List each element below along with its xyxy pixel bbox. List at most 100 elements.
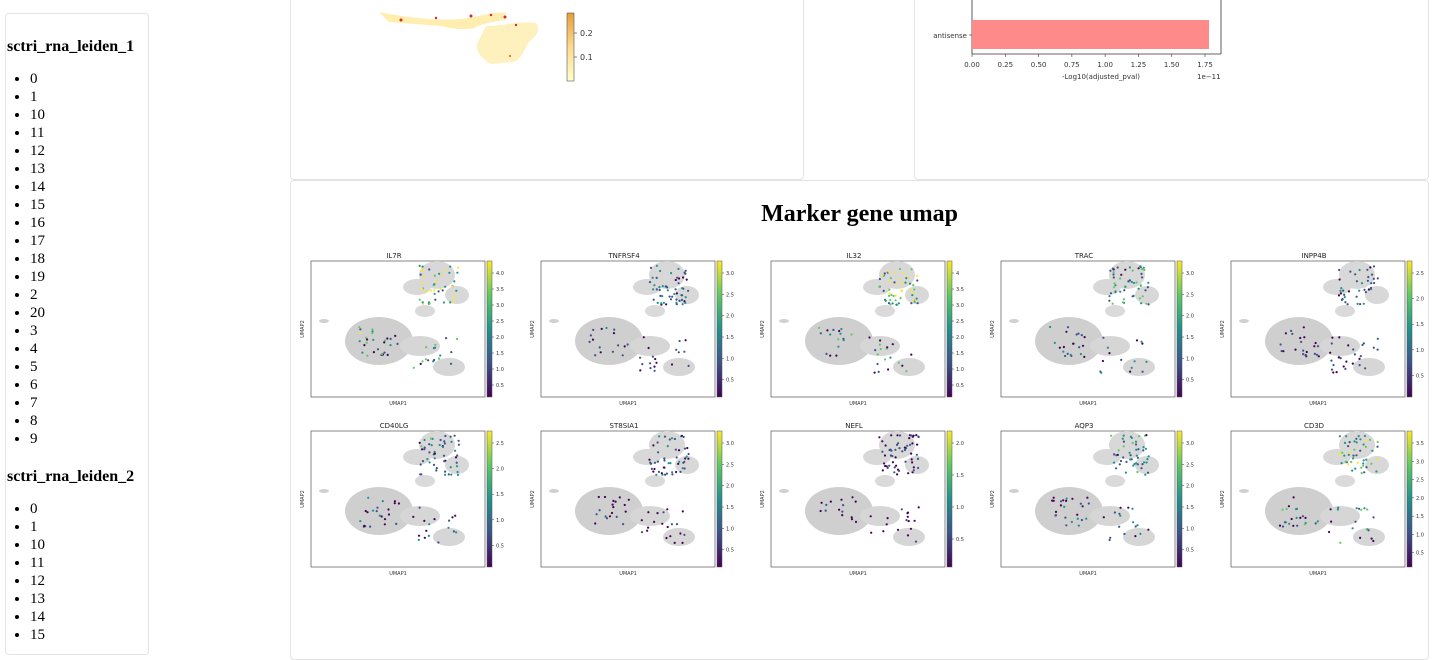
umap-scatter [1239,431,1389,546]
colorbar-tick: 1.0 [956,505,964,511]
colorbar-tick: 0.5 [1416,551,1424,557]
colorbar-tick: 1.5 [496,351,504,357]
colorbar-tick: 3.5 [1416,441,1424,447]
colorbar-tick: 3.5 [956,287,964,293]
colorbar-tick: 0.5 [726,378,734,384]
umap-scatter [549,261,699,376]
umap-panel-il7r: IL7R UMAP2 UMAP1 4.0 3.5 3.0 2.5 2.0 1.5 1.0 0.5 [299,249,517,411]
panel-title: TNFRSF4 [607,252,640,260]
cluster-item: 12 [30,572,148,590]
sidebar-cluster-list: 01101112131415161718192203456789 [6,70,148,448]
colorbar-tick: 0.5 [726,548,734,554]
panel-colorbar [946,260,953,398]
panel-colorbar [1406,260,1413,398]
cluster-item: 0 [30,70,148,88]
bar-category-label: antisense [933,32,967,40]
colorbar-tick: 2.0 [956,441,964,447]
umap-scatter [319,261,469,376]
enrichment-bar-chart: antisense 0.00 0.25 0.50 0.75 1.00 1.25 1.50 1.… [933,0,1222,81]
colorbar-tick: 0.5 [956,383,964,389]
umap-panel-trac: TRAC UMAP2 UMAP1 3.0 2.5 2.0 1.5 1.0 0.5 [989,249,1207,411]
cluster-item: 15 [30,626,148,644]
enrichment-bar [972,20,1209,49]
panel-title: AQP3 [1075,422,1094,430]
umap-scatter [779,261,929,376]
panel-ylabel: UMAP2 [300,320,306,338]
colorbar-tick: 2.5 [496,319,504,325]
colorbar-tick: 2.0 [1416,496,1424,502]
cluster-item: 1 [30,518,148,536]
panel-ylabel: UMAP2 [990,490,996,508]
cluster-item: 13 [30,590,148,608]
colorbar-tick: 2.0 [726,484,734,490]
panel-xlabel: UMAP1 [849,401,867,407]
panel-colorbar [1176,430,1183,568]
colorbar-tick: 1.0 [496,518,504,524]
panel-ylabel: UMAP2 [530,490,536,508]
bar-xtick: 0.00 [964,61,980,69]
sidebar-group-title: sctri_rna_leiden_1 [7,38,135,55]
bar-xtick: 1.25 [1131,61,1147,69]
panel-xlabel: UMAP1 [1079,401,1097,407]
cluster-item: 14 [30,608,148,626]
colorbar-tick: 3.0 [1416,459,1424,465]
section-title: Marker gene umap [761,201,958,227]
panel-xlabel: UMAP1 [1309,401,1327,407]
umap-panel-nefl: NEFL UMAP2 UMAP1 2.0 1.5 1.0 0.5 [759,419,977,581]
colorbar-tick: 1.5 [1416,322,1424,328]
colorbar-tick: 2.0 [1186,484,1194,490]
panel-ylabel: UMAP2 [300,490,306,508]
panel-ylabel: UMAP2 [1220,490,1226,508]
colorbar-tick: 0.2 [580,29,593,38]
cluster-item: 10 [30,106,148,124]
colorbar-tick: 1.0 [726,356,734,362]
colorbar-tick: 1.5 [726,335,734,341]
cluster-item: 18 [30,250,148,268]
heatmap-colorbar [566,12,575,82]
colorbar-tick: 1.5 [1186,505,1194,511]
colorbar-tick: 1.0 [496,367,504,373]
colorbar-tick: 1.5 [956,351,964,357]
colorbar-tick: 2.0 [1186,314,1194,320]
umap-scatter [1009,261,1159,376]
bar-xtick: 0.25 [997,61,1013,69]
sidebar: sctri_rna_leiden_1 011011121314151617181… [5,13,149,655]
cluster-item: 4 [30,340,148,358]
colorbar-tick: 2.5 [726,292,734,298]
cluster-item: 14 [30,178,148,196]
panel-title: IL7R [386,252,401,260]
panel-xlabel: UMAP1 [1309,571,1327,577]
cluster-item: 20 [30,304,148,322]
umap-panel-aqp3: AQP3 UMAP2 UMAP1 3.0 2.5 2.0 1.5 1.0 0.5 [989,419,1207,581]
umap-scatter [319,431,469,546]
sidebar-cluster-list: 01101112131415 [6,500,148,644]
colorbar-tick: 3.0 [726,441,734,447]
panel-title: IL32 [847,252,862,260]
panel-xlabel: UMAP1 [1079,571,1097,577]
colorbar-tick: 3.0 [496,303,504,309]
panel-ylabel: UMAP2 [530,320,536,338]
colorbar-tick: 2.0 [726,314,734,320]
panel-colorbar [1176,260,1183,398]
marker-umap-card: Marker gene umap IL7R UMAP2 UMAP1 4.0 3.5 3.0… [290,180,1429,660]
colorbar-tick: 3.0 [1186,441,1194,447]
cluster-item: 0 [30,500,148,518]
colorbar-tick: 3.0 [726,271,734,277]
panel-xlabel: UMAP1 [389,571,407,577]
cluster-item: 19 [30,268,148,286]
colorbar-tick: 1.0 [1186,526,1194,532]
panel-xlabel: UMAP1 [849,571,867,577]
panel-ylabel: UMAP2 [760,320,766,338]
cluster-item: 9 [30,430,148,448]
cluster-item: 13 [30,160,148,178]
colorbar-tick: 0.5 [956,537,964,543]
umap-panel-inpp4b: INPP4B UMAP2 UMAP1 2.5 2.0 1.5 1.0 0.5 [1219,249,1433,411]
umap-scatter [1009,431,1159,546]
colorbar-tick: 1.5 [1416,514,1424,520]
panel-title: NEFL [845,422,863,430]
enrichment-card: antisense 0.00 0.25 0.50 0.75 1.00 1.25 1.50 1.… [914,0,1429,180]
umap-panel-tnfrsf4: TNFRSF4 UMAP2 UMAP1 3.0 2.5 2.0 1.5 1.0 0.5 [529,249,747,411]
colorbar-tick: 1.5 [726,505,734,511]
cluster-item: 10 [30,536,148,554]
panel-colorbar [486,430,493,568]
